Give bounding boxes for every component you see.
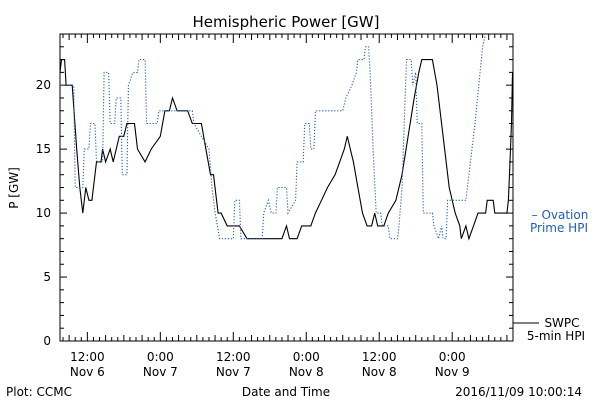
swpc-series-line [60, 59, 513, 241]
y-tick-label: 10 [36, 206, 51, 220]
ovation-legend-label: – Ovation [532, 208, 589, 222]
plot-frame [59, 33, 514, 342]
y-tick-label: 0 [43, 334, 51, 348]
x-tick-label-date: Nov 7 [143, 365, 178, 379]
y-tick-label: 15 [36, 142, 51, 156]
x-tick-label-date: Nov 7 [216, 365, 251, 379]
x-tick-label-time: 12:00 [70, 350, 105, 364]
x-tick-label-date: Nov 9 [435, 365, 470, 379]
swpc-legend-label: SWPC [544, 316, 579, 330]
x-tick-label-time: 0:00 [439, 350, 466, 364]
x-tick-label-date: Nov 8 [362, 365, 397, 379]
x-tick-label-date: Nov 6 [70, 365, 105, 379]
chart-title: Hemispheric Power [GW] [193, 13, 380, 31]
y-axis: 0 5 10 15 20 [36, 33, 513, 348]
swpc-legend-label-2: 5-min HPI [527, 329, 585, 343]
series-layer [60, 34, 513, 241]
x-tick-label-time: 12:00 [362, 350, 397, 364]
y-axis-label: P [GW] [7, 167, 21, 209]
y-tick-label: 5 [43, 270, 51, 284]
x-tick-label-time: 0:00 [293, 350, 320, 364]
x-axis-label: Date and Time [242, 385, 330, 399]
plot-credit: Plot: CCMC [6, 385, 72, 399]
plot-timestamp: 2016/11/09 10:00:14 [455, 385, 582, 399]
x-tick-label-date: Nov 8 [289, 365, 324, 379]
y-tick-label: 20 [36, 78, 51, 92]
ovation-legend-label-2: Prime HPI [530, 221, 588, 235]
x-tick-label-time: 12:00 [216, 350, 251, 364]
x-tick-label-time: 0:00 [147, 350, 174, 364]
ovation-series-line [60, 34, 487, 241]
